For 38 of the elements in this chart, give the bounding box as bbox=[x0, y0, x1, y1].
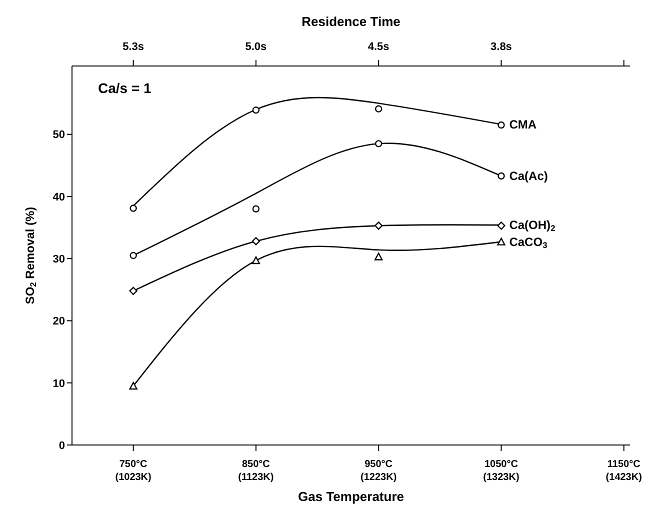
point bbox=[374, 222, 383, 230]
series-label: Ca(Ac) bbox=[509, 168, 548, 183]
point bbox=[130, 204, 137, 212]
series-label: Ca(OH)$_{2}$ bbox=[509, 218, 556, 234]
x-axis-title: Gas Temperature bbox=[298, 489, 404, 504]
x2-axis-title: Residence Time bbox=[302, 14, 400, 29]
y-tick-label: 10 bbox=[52, 378, 65, 390]
annotation: 5.0s bbox=[245, 41, 267, 53]
point bbox=[374, 140, 382, 148]
y-tick-label: 20 bbox=[52, 316, 65, 328]
point bbox=[129, 286, 138, 296]
point bbox=[252, 256, 260, 264]
point bbox=[252, 237, 260, 246]
point bbox=[374, 252, 383, 260]
x-tick-label: 750°C (1023K) bbox=[115, 459, 152, 483]
y-tick-label: 30 bbox=[52, 254, 65, 266]
point bbox=[497, 238, 506, 246]
point bbox=[498, 121, 505, 129]
annotation: 4.5s bbox=[368, 41, 390, 53]
annotation: 3.8s bbox=[490, 41, 512, 53]
point bbox=[374, 105, 382, 112]
x-tick-label: 1050°C (1323K) bbox=[483, 459, 520, 483]
point bbox=[130, 252, 137, 260]
y-tick-label: 40 bbox=[52, 191, 65, 204]
point bbox=[252, 106, 260, 114]
point bbox=[497, 222, 506, 230]
y-tick-label: 0 bbox=[58, 440, 65, 452]
point bbox=[129, 382, 138, 390]
x-tick-label: 1150°C (1423K) bbox=[606, 459, 642, 483]
x-tick-label: 950°C (1223K) bbox=[360, 459, 397, 483]
point bbox=[498, 172, 505, 180]
annotation: Ca/s = 1 bbox=[98, 80, 152, 96]
annotation: 5.3s bbox=[122, 41, 144, 53]
series-label: CMA bbox=[509, 117, 537, 132]
x-tick-label: 850°C (1123K) bbox=[238, 459, 274, 483]
point bbox=[252, 205, 260, 212]
y-tick-label: 50 bbox=[52, 129, 65, 142]
series-label: CaCO$_{3}$ bbox=[509, 234, 548, 250]
